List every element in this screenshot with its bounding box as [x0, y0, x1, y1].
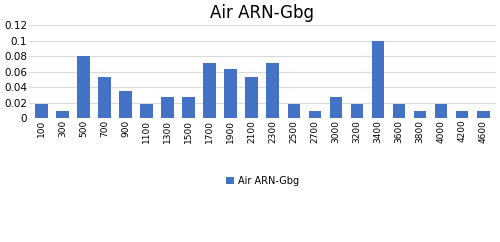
Bar [372, 41, 384, 118]
Bar [162, 97, 174, 118]
Legend: Air ARN-Gbg: Air ARN-Gbg [222, 172, 302, 189]
Bar [224, 68, 237, 118]
Bar [350, 104, 364, 118]
Bar [414, 111, 426, 118]
Bar [288, 104, 300, 118]
Bar [98, 77, 110, 118]
Bar [266, 63, 279, 118]
Bar [435, 104, 448, 118]
Bar [330, 97, 342, 118]
Bar [392, 104, 406, 118]
Bar [308, 111, 321, 118]
Bar [456, 111, 468, 118]
Bar [56, 111, 68, 118]
Bar [119, 91, 132, 118]
Bar [140, 104, 153, 118]
Bar [246, 77, 258, 118]
Bar [35, 104, 48, 118]
Bar [77, 56, 90, 118]
Bar [182, 97, 195, 118]
Bar [477, 111, 490, 118]
Bar [204, 63, 216, 118]
Title: Air ARN-Gbg: Air ARN-Gbg [210, 4, 314, 22]
